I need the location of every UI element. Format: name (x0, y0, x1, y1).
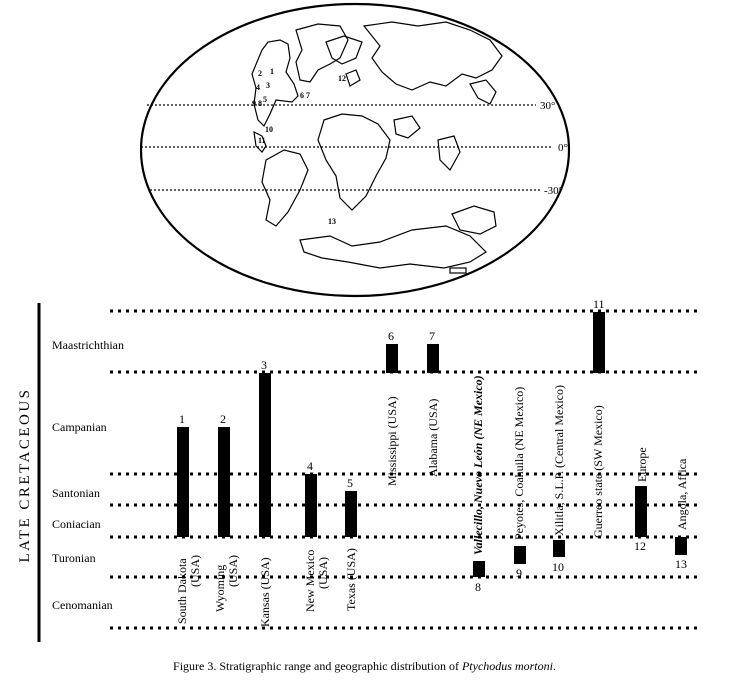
map-locality-6-7: 6 7 (300, 91, 310, 100)
map-locality-5: 5 (263, 95, 267, 104)
range-number-10: 10 (552, 560, 564, 574)
range-number-3: 3 (261, 358, 267, 372)
landmass-africa (317, 113, 391, 211)
lat-label-equator: 0° (558, 142, 568, 154)
locality-label-11: Guerreo state (SW Mexico) (591, 405, 605, 538)
range-number-7: 7 (429, 329, 435, 343)
locality-label-12: Europe (635, 447, 649, 482)
landmass-india (437, 135, 461, 171)
range-bar-1 (177, 427, 189, 537)
range-bar-3 (259, 373, 271, 537)
caption-prefix: Figure 3. Stratigraphic range and geogra… (173, 659, 462, 673)
map-locality-1: 1 (270, 67, 274, 76)
locality-label-10: Xilitla, S.L.P. (Central Mexico) (552, 385, 566, 536)
figure-caption: Figure 3. Stratigraphic range and geogra… (0, 658, 729, 674)
landmass-south-america (261, 149, 309, 227)
range-bar-12 (635, 486, 647, 537)
map-locality-4: 4 (256, 83, 260, 92)
map-locality-9: 9 (252, 99, 256, 108)
landmass-small-island (449, 267, 467, 274)
lat-label-30n: 30° (540, 100, 555, 112)
landmass-greenland (325, 35, 363, 65)
chart-axis-title: LATE CRETACEOUS (17, 387, 33, 562)
range-bar-5 (345, 491, 357, 537)
locality-label-2b: (USA) (226, 555, 240, 587)
range-bars (177, 312, 687, 577)
stage-label-campanian: Campanian (52, 420, 107, 434)
range-bar-8 (473, 561, 485, 577)
landmass-european-islands (345, 69, 361, 87)
locality-label-1a: South Dakota (175, 558, 189, 624)
stratigraphic-range-chart: LATE CRETACEOUS Maastrichthian Campanian… (17, 297, 697, 642)
range-bar-4 (305, 474, 317, 537)
locality-label-8: Vallecillo, Nuevo León (NE Mexico) (471, 375, 485, 555)
stage-label-turonian: Turonian (52, 551, 96, 565)
range-bar-11 (593, 312, 605, 373)
range-number-11: 11 (593, 297, 605, 311)
landmass-antarctica (299, 225, 487, 269)
locality-label-1b: (USA) (188, 555, 202, 587)
landmass-eurasia (362, 21, 503, 91)
landmass-central-america (253, 130, 267, 153)
landmass-arabia (393, 115, 421, 139)
locality-label-13: Angola, Africa (675, 458, 689, 530)
locality-label-3: Kansas (USA) (258, 557, 272, 627)
locality-label-5: Texas (USA) (344, 548, 358, 611)
range-number-2: 2 (220, 412, 226, 426)
map-locality-10: 10 (265, 125, 273, 134)
paleogeographic-map: 30° 0° -30° (139, 2, 571, 298)
locality-label-9: Peyotes, Coahuila (NE Mexico) (512, 387, 526, 540)
range-number-12: 12 (634, 539, 646, 553)
landmass-asia-east (469, 79, 497, 105)
range-number-6: 6 (388, 329, 394, 343)
map-locality-11: 11 (258, 136, 266, 145)
lat-label-30s: -30° (544, 185, 563, 197)
map-locality-8: 8 (258, 99, 262, 108)
range-bar-13 (675, 537, 687, 555)
globe-outline (139, 2, 571, 298)
range-bar-2 (218, 427, 230, 537)
stage-label-coniacian: Coniacian (52, 517, 101, 531)
stage-label-cenomanian: Cenomanian (52, 598, 113, 612)
range-bar-9 (514, 546, 526, 564)
landmass-australia (451, 205, 497, 235)
caption-species: Ptychodus mortoni (461, 659, 553, 673)
map-locality-2: 2 (258, 69, 262, 78)
stage-label-santonian: Santonian (52, 486, 100, 500)
landmass-eastern-north-america (295, 23, 349, 83)
locality-label-4a: New Mexico (303, 550, 317, 612)
locality-label-2a: Wyoming (213, 565, 227, 612)
stage-label-maastrichthian: Maastrichthian (52, 338, 124, 352)
locality-label-7: Alabama (USA) (426, 399, 440, 477)
map-locality-3: 3 (266, 81, 270, 90)
range-number-5: 5 (347, 476, 353, 490)
locality-label-6: Mississippi (USA) (385, 396, 399, 486)
range-number-13: 13 (675, 557, 687, 571)
caption-suffix: . (552, 659, 556, 673)
map-locality-12: 12 (338, 74, 346, 83)
range-number-8: 8 (475, 580, 481, 594)
landmass-western-north-america (251, 39, 299, 128)
range-bar-6 (386, 344, 398, 373)
range-number-9: 9 (516, 566, 522, 580)
map-locality-13: 13 (328, 217, 336, 226)
range-bar-7 (427, 344, 439, 373)
range-bar-10 (553, 540, 565, 557)
range-number-1: 1 (179, 412, 185, 426)
locality-label-4b: (USA) (316, 557, 330, 589)
range-number-4: 4 (307, 459, 313, 473)
